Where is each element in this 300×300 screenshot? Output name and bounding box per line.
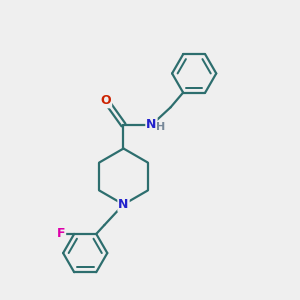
Text: N: N <box>146 118 157 131</box>
Text: H: H <box>156 122 166 132</box>
Text: F: F <box>57 227 65 240</box>
Text: O: O <box>100 94 111 107</box>
Text: N: N <box>118 198 129 211</box>
